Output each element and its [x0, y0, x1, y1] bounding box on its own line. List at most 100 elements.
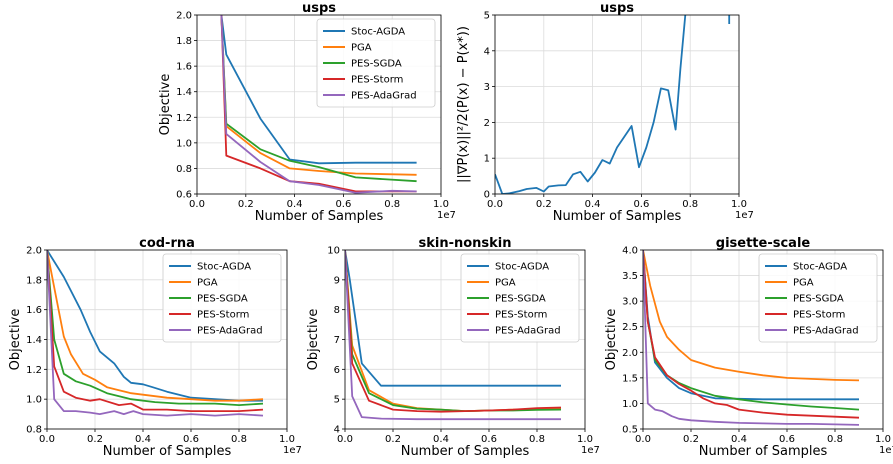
- series-line-pes-sgda: [345, 250, 562, 413]
- x-tick-label: 0.0: [39, 434, 55, 445]
- legend-entry: Stoc-AGDA: [351, 27, 405, 38]
- x-tick-label: 1.0: [433, 199, 449, 210]
- legend-box: [316, 18, 436, 108]
- x-axis-multiplier: 1e7: [581, 445, 600, 456]
- legend-entry: PES-AdaGrad: [351, 91, 417, 102]
- legend-box: [460, 253, 580, 343]
- y-tick-label: 2: [484, 118, 490, 129]
- y-tick-label: 6: [334, 365, 340, 376]
- x-tick-label: 0.4: [287, 199, 303, 210]
- x-axis-label: Number of Samples: [255, 209, 384, 224]
- y-tick-label: 7: [334, 335, 340, 346]
- legend-entry: PES-SGDA: [793, 294, 844, 305]
- y-tick-label: 4: [484, 46, 490, 57]
- series-line-pes-adagrad: [47, 250, 264, 417]
- legend-entry: PES-AdaGrad: [495, 326, 561, 337]
- legend-box: [162, 253, 282, 343]
- y-tick-label: 1.2: [176, 113, 192, 124]
- x-tick-label: 0.0: [635, 434, 651, 445]
- x-tick-label: 0.6: [335, 199, 351, 210]
- x-axis-multiplier: 1e7: [735, 210, 754, 221]
- legend-entry: Stoc-AGDA: [197, 262, 251, 273]
- legend-entry: PGA: [495, 278, 516, 289]
- y-tick-label: 3.5: [622, 271, 638, 282]
- y-tick-label: 4.0: [622, 246, 638, 257]
- x-axis-multiplier: 1e7: [437, 210, 456, 221]
- x-tick-label: 0.4: [731, 434, 747, 445]
- legend-box: [758, 253, 878, 343]
- y-axis-label: Objective: [306, 309, 321, 371]
- legend-entry: PES-Storm: [495, 310, 547, 321]
- x-tick-label: 0.8: [827, 434, 843, 445]
- y-axis-label: Objective: [8, 309, 23, 371]
- series-line-pes-adagrad: [345, 250, 561, 421]
- series-line-stoc-agda: [220, 15, 417, 165]
- x-tick-label: 0.8: [529, 434, 545, 445]
- panel-title: usps: [600, 1, 634, 16]
- legend-entry: PES-SGDA: [197, 294, 248, 305]
- y-tick-label: 1.5: [622, 373, 638, 384]
- y-tick-label: 1.0: [622, 399, 638, 410]
- legend-entry: PES-Storm: [351, 75, 403, 86]
- y-tick-label: 1.4: [176, 87, 192, 98]
- x-tick-label: 0.8: [384, 199, 400, 210]
- series-line-pes-adagrad: [643, 250, 860, 426]
- series-line-pes-storm: [345, 250, 562, 413]
- x-tick-label: 0.6: [633, 199, 649, 210]
- legend-entry: PES-SGDA: [495, 294, 546, 305]
- legend-entry: PGA: [197, 278, 218, 289]
- y-tick-label: 3.0: [622, 297, 638, 308]
- x-tick-label: 0.2: [238, 199, 254, 210]
- y-tick-label: 9: [334, 275, 340, 286]
- legend-entry: Stoc-AGDA: [793, 262, 847, 273]
- x-tick-label: 0.8: [682, 199, 698, 210]
- y-tick-label: 0.8: [176, 164, 192, 175]
- x-tick-label: 0.6: [779, 434, 795, 445]
- series-line-pes-storm: [47, 250, 264, 413]
- x-axis-label: Number of Samples: [401, 444, 530, 459]
- y-axis-label: Objective: [158, 74, 173, 136]
- legend-entry: PGA: [793, 278, 814, 289]
- x-tick-label: 0.6: [183, 434, 199, 445]
- series-line-pga: [47, 250, 264, 402]
- x-axis-label: Number of Samples: [553, 209, 682, 224]
- x-axis-multiplier: 1e7: [283, 445, 302, 456]
- series-line-pes-adagrad: [220, 15, 417, 194]
- y-tick-label: 1.0: [26, 395, 42, 406]
- y-tick-label: 4: [334, 425, 340, 436]
- legend-entry: PES-AdaGrad: [793, 326, 859, 337]
- x-tick-label: 0.4: [433, 434, 449, 445]
- y-tick-label: 1: [484, 154, 490, 165]
- legend-entry: PES-AdaGrad: [197, 326, 263, 337]
- y-tick-label: 1.0: [176, 138, 192, 149]
- y-tick-label: 5: [484, 11, 490, 22]
- x-tick-label: 0.2: [683, 434, 699, 445]
- x-tick-label: 0.2: [536, 199, 552, 210]
- y-tick-label: 1.6: [176, 62, 192, 73]
- y-tick-label: 2.0: [176, 11, 192, 22]
- panel-title: gisette-scale: [716, 236, 811, 251]
- axes-frame: [46, 249, 288, 430]
- legend-entry: PES-SGDA: [351, 59, 402, 70]
- axes-frame: [196, 14, 442, 195]
- y-tick-label: 2.5: [622, 322, 638, 333]
- y-tick-label: 1.6: [26, 305, 42, 316]
- panel-title: skin-nonskin: [418, 236, 511, 251]
- y-tick-label: 1.4: [26, 335, 42, 346]
- x-tick-label: 0.4: [585, 199, 601, 210]
- axes-frame: [344, 249, 586, 430]
- series-line-pes-sgda: [47, 250, 264, 407]
- x-tick-label: 0.8: [231, 434, 247, 445]
- x-axis-multiplier: 1e7: [879, 445, 893, 456]
- y-tick-label: 10: [327, 246, 340, 257]
- y-tick-label: 1.8: [26, 275, 42, 286]
- panel-title: usps: [302, 1, 336, 16]
- x-axis-label: Number of Samples: [103, 444, 232, 459]
- y-tick-label: 1.8: [176, 36, 192, 47]
- x-tick-label: 0.0: [337, 434, 353, 445]
- series-line-stoc-agda: [345, 250, 561, 387]
- x-tick-label: 0.0: [487, 199, 503, 210]
- y-tick-label: 0.8: [26, 425, 42, 436]
- legend-entry: PES-Storm: [793, 310, 845, 321]
